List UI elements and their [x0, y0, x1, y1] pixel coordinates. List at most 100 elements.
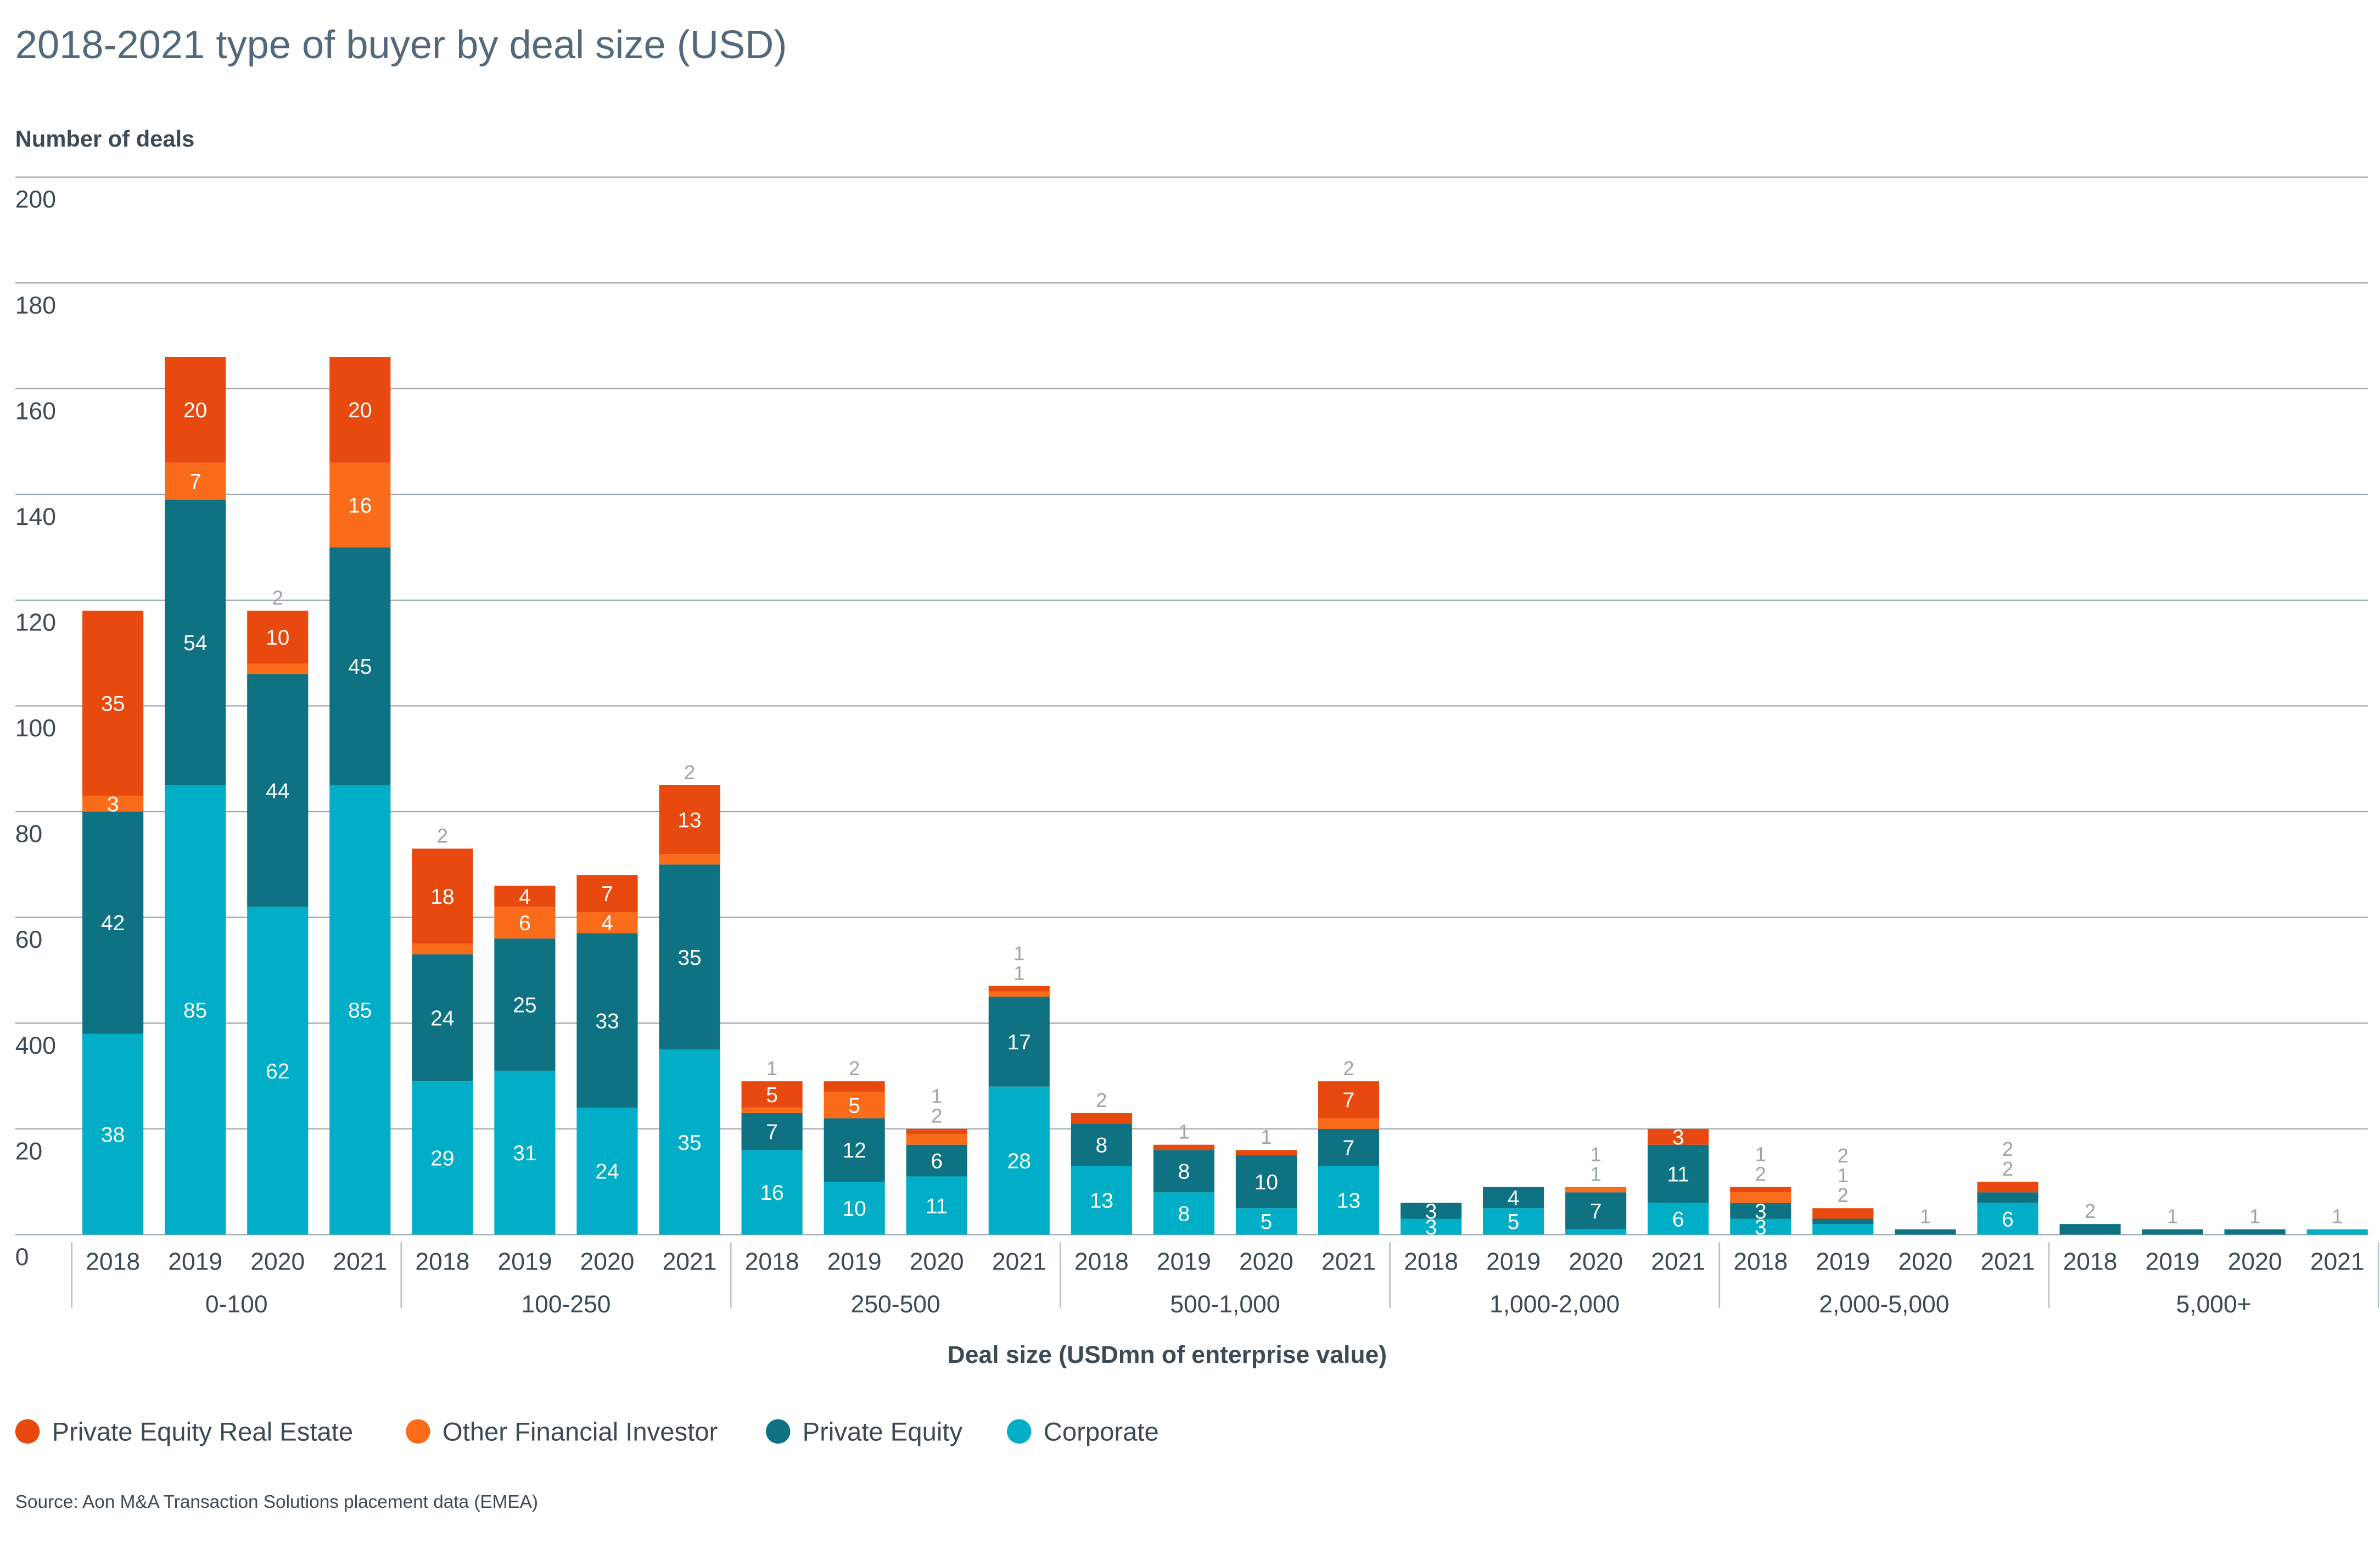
bar-segment	[329, 462, 391, 547]
data-label: 5	[1508, 1210, 1520, 1234]
bar-segment	[988, 1086, 1050, 1235]
bar-segment	[247, 663, 309, 674]
x-tick-label: 2021	[1651, 1248, 1705, 1275]
data-label: 10	[843, 1197, 866, 1221]
bar-segment	[1400, 1218, 1462, 1235]
data-label: 1	[1591, 1143, 1601, 1165]
data-label: 3	[1425, 1200, 1437, 1223]
data-label: 8	[1178, 1203, 1190, 1226]
data-label: 31	[513, 1142, 536, 1165]
data-label: 54	[183, 631, 207, 655]
bar-segment	[1977, 1203, 2039, 1235]
x-tick-label: 2020	[2228, 1248, 2282, 1275]
bar-segment	[1977, 1182, 2039, 1193]
y-tick-label: 120	[15, 610, 56, 636]
data-label: 3	[1755, 1216, 1767, 1239]
data-label: 13	[677, 808, 701, 832]
data-label: 62	[266, 1060, 289, 1083]
x-axis-label: Deal size (USDmn of enterprise value)	[948, 1341, 1387, 1368]
bar-segment	[329, 547, 391, 785]
data-label: 25	[513, 993, 536, 1017]
bar-segment	[1812, 1218, 1874, 1225]
data-label: 85	[183, 999, 207, 1022]
data-label: 7	[189, 470, 201, 494]
bar-segment	[741, 1112, 803, 1150]
data-label: 35	[101, 692, 125, 716]
data-label: 7	[766, 1121, 778, 1144]
data-label: 2	[684, 761, 695, 784]
bar-segment	[1730, 1218, 1791, 1235]
data-label: 44	[266, 779, 289, 803]
data-label: 1	[1261, 1126, 1272, 1148]
x-tick-label: 2019	[827, 1248, 882, 1275]
legend-marker	[765, 1419, 791, 1444]
bar-segment	[82, 812, 144, 1034]
bar-segment	[1071, 1112, 1132, 1124]
x-tick-label: 2021	[1321, 1248, 1376, 1275]
x-tick-label: 2020	[250, 1248, 305, 1275]
bar-segment	[1977, 1192, 2039, 1203]
group-label: 500-1,000	[1170, 1291, 1280, 1318]
data-label: 6	[519, 912, 531, 935]
y-axis-label: Number of deals	[15, 126, 195, 152]
x-tick-label: 2018	[2063, 1248, 2118, 1275]
bar-segment	[1565, 1187, 1627, 1193]
bar-segment	[906, 1128, 967, 1134]
bar-segment	[741, 1150, 803, 1235]
data-label: 3	[107, 793, 119, 817]
bar-segment	[494, 885, 556, 907]
data-label: 10	[266, 626, 289, 650]
bar-segment	[494, 1070, 556, 1235]
data-label: 1	[1013, 942, 1024, 965]
data-label: 2	[2002, 1158, 2013, 1180]
bar-segment	[1318, 1166, 1380, 1235]
bar-segment	[1318, 1118, 1380, 1129]
data-label: 17	[1007, 1031, 1031, 1054]
data-label: 2	[1838, 1184, 1849, 1206]
bar-segment	[1235, 1155, 1297, 1209]
bar-segment	[1235, 1208, 1297, 1235]
bar-segment	[82, 611, 144, 796]
bar-segment	[1565, 1192, 1627, 1229]
data-label: 8	[1096, 1134, 1108, 1158]
bar-segment	[1153, 1192, 1214, 1235]
bar-segment	[906, 1134, 967, 1145]
data-label: 2	[272, 586, 283, 609]
data-label: 3	[1672, 1126, 1684, 1149]
y-tick-label: 400	[15, 1032, 56, 1059]
x-tick-label: 2021	[333, 1248, 387, 1275]
bar-segment	[1400, 1203, 1462, 1219]
bar-segment	[82, 1033, 144, 1235]
legend-marker	[1007, 1419, 1032, 1444]
x-tick-label: 2019	[168, 1248, 222, 1275]
bar-segment	[165, 462, 226, 500]
legend-marker	[15, 1419, 40, 1444]
data-label: 1	[766, 1057, 777, 1080]
data-label: 12	[843, 1139, 866, 1162]
bar-segment	[412, 954, 473, 1082]
bar-segment	[2142, 1229, 2203, 1235]
y-tick-label: 200	[15, 186, 56, 213]
data-label: 1	[1591, 1163, 1601, 1186]
bar-segment	[1648, 1128, 1709, 1145]
data-label: 85	[348, 999, 372, 1022]
group-label: 0-100	[205, 1291, 268, 1318]
data-label: 24	[595, 1160, 619, 1184]
data-label: 13	[1090, 1189, 1113, 1213]
bar-segment	[412, 848, 473, 944]
bar-segment	[1235, 1150, 1297, 1155]
data-label: 1	[2332, 1205, 2343, 1228]
bar-segment	[1071, 1123, 1132, 1166]
data-label: 4	[601, 912, 613, 935]
bar-segment	[906, 1176, 967, 1235]
y-tick-label: 160	[15, 398, 56, 424]
source: Source: Aon M&A Transaction Solutions pl…	[15, 1492, 538, 1512]
x-tick-label: 2021	[2310, 1248, 2365, 1275]
x-tick-label: 2018	[415, 1248, 469, 1275]
legend-label: Other Financial Investor	[443, 1418, 718, 1447]
data-label: 45	[348, 655, 372, 679]
bar-segment	[906, 1144, 967, 1177]
bar-segment	[659, 785, 720, 854]
data-label: 1	[2167, 1205, 2178, 1228]
x-tick-label: 2020	[580, 1248, 635, 1275]
